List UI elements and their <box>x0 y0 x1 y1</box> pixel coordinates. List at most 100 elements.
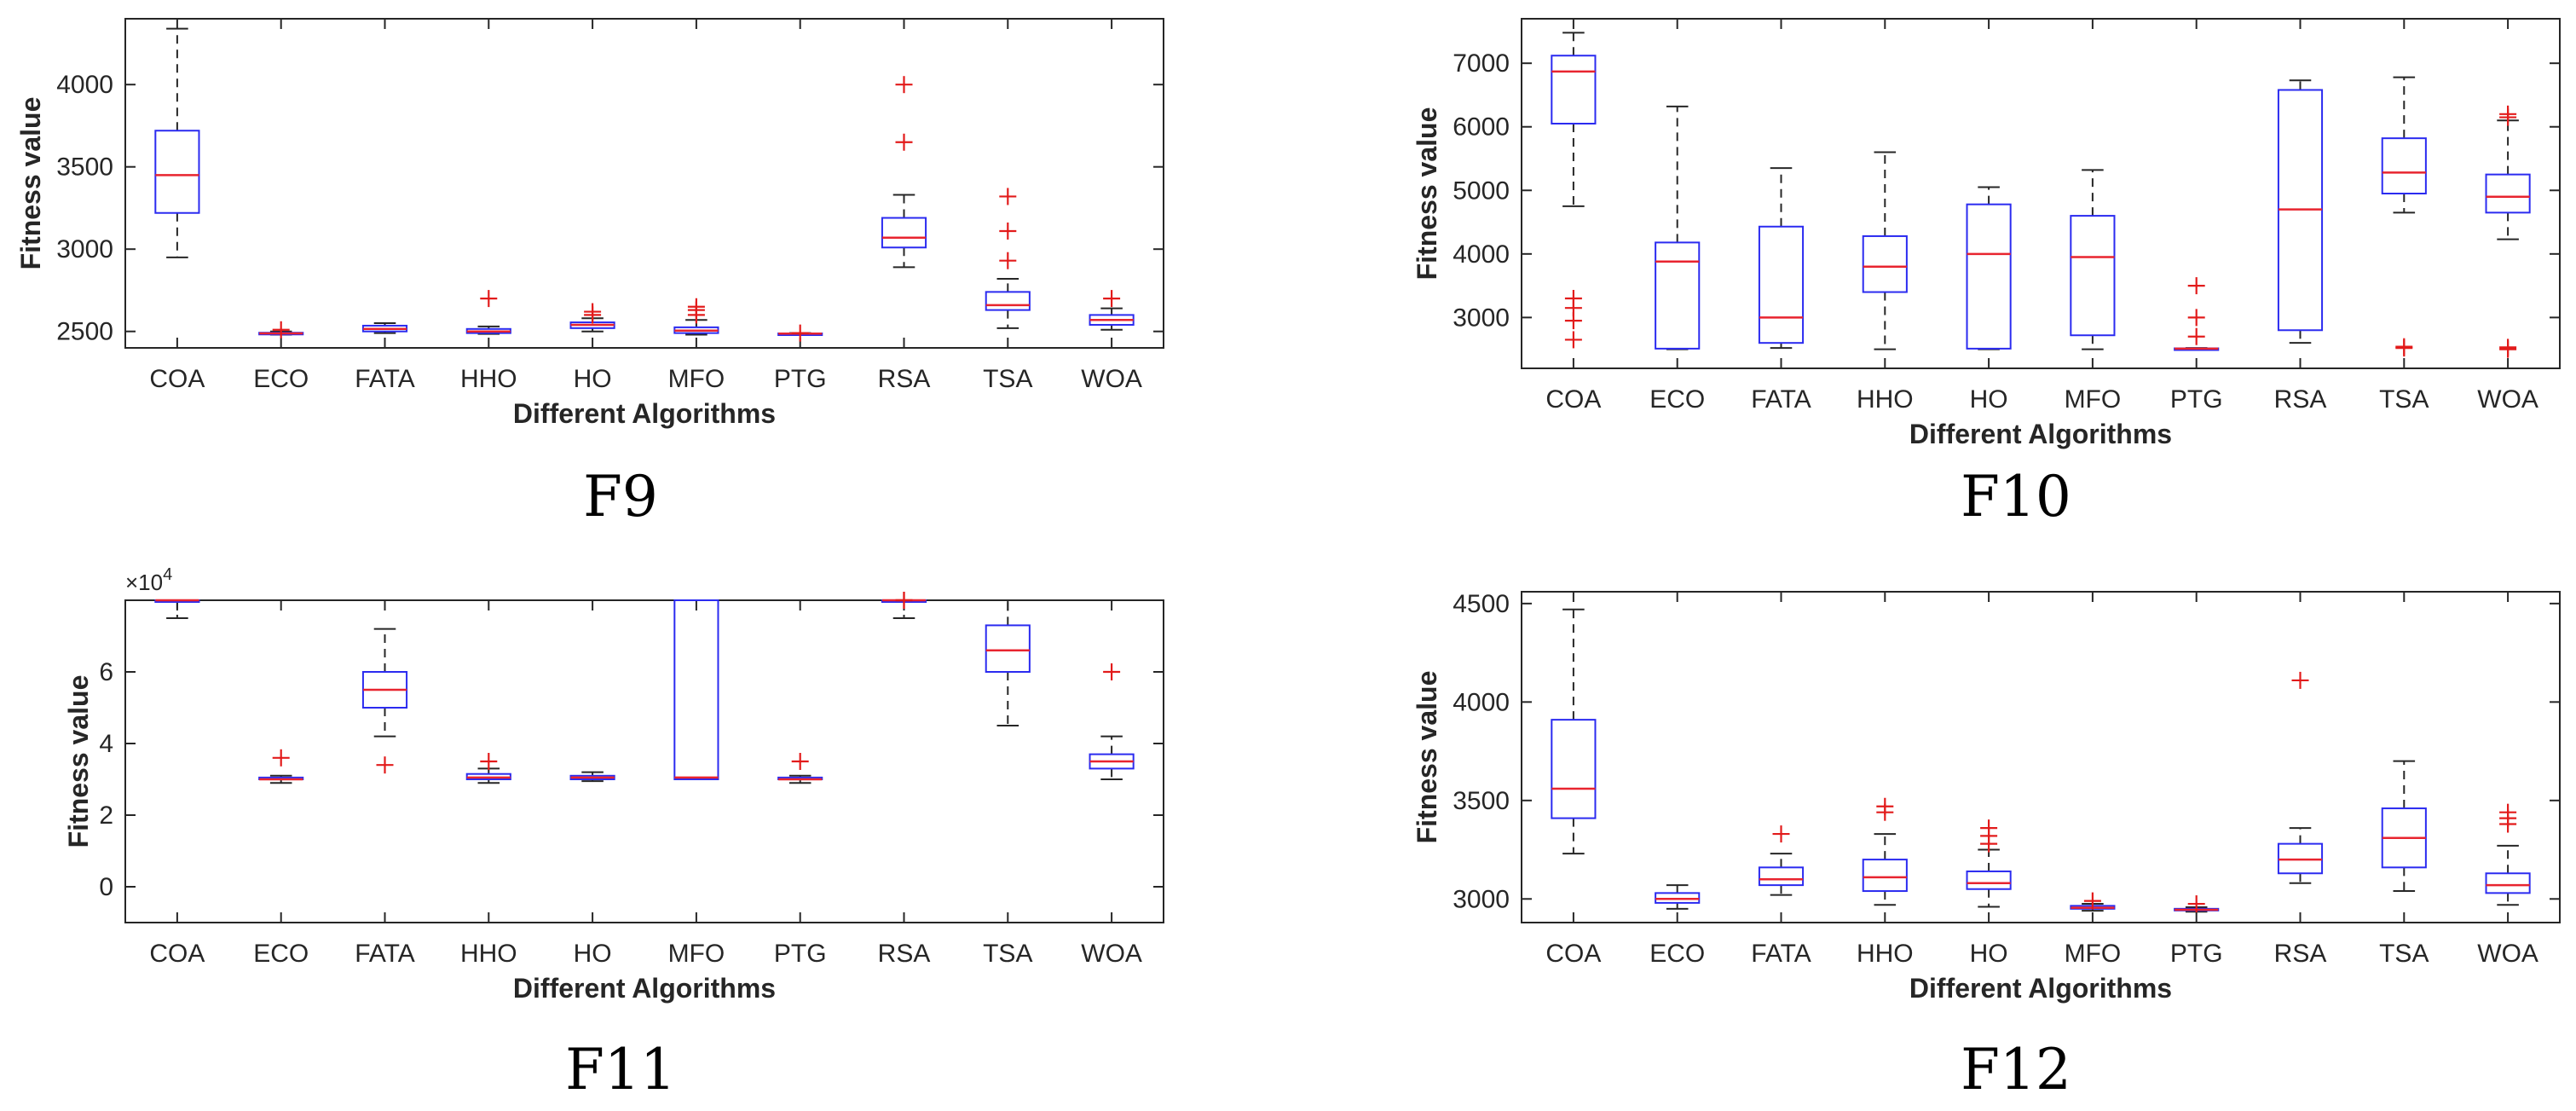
box-coa <box>154 599 200 619</box>
chart-panel-f10: 3000 4000 5000 6000 7000 COA ECO FATA HHO HO MFO PT… <box>1412 18 2561 449</box>
iqr-box <box>2485 173 2531 214</box>
iqr-box <box>1966 870 2012 890</box>
outlier-marker <box>999 188 1017 205</box>
box-tsa <box>2381 76 2427 357</box>
outlier-marker <box>999 252 1017 269</box>
x-tick-label-hho: HHO <box>1857 940 1914 968</box>
y-axis-label: Fitness value <box>63 675 94 848</box>
x-tick-label-woa: WOA <box>1081 365 1142 393</box>
x-tick-label-hho: HHO <box>1857 385 1914 414</box>
iqr-box <box>1758 225 1805 344</box>
iqr-box <box>1655 241 1701 350</box>
outlier-marker <box>272 321 290 339</box>
panel-title: F11 <box>565 1037 676 1102</box>
y-axis-label: Fitness value <box>1412 671 1442 844</box>
y-tick-label: 2500 <box>56 318 113 346</box>
x-axis-label: Different Algorithms <box>1909 419 2172 449</box>
box-woa <box>2485 105 2531 358</box>
x-tick-label-rsa: RSA <box>2274 385 2327 414</box>
outlier-marker <box>480 753 498 770</box>
box-hho <box>1862 151 1908 350</box>
panel-title: F9 <box>583 464 658 529</box>
outlier-marker <box>1564 331 1582 349</box>
box-ho <box>1966 186 2012 350</box>
box-eco <box>1655 884 1701 910</box>
box-rsa <box>881 592 927 619</box>
x-tick-label-ho: HO <box>574 365 612 393</box>
x-tick-label-eco: ECO <box>1649 385 1705 414</box>
iqr-box <box>1862 234 1908 293</box>
iqr-box <box>1862 859 1908 893</box>
box-eco <box>1655 105 1701 350</box>
x-tick-label-mfo: MFO <box>668 365 725 393</box>
outlier-marker <box>1564 290 1582 307</box>
box-mfo <box>673 298 719 336</box>
plot-frame <box>124 599 1164 923</box>
outlier-marker <box>895 76 913 94</box>
outlier-marker <box>2395 338 2413 356</box>
outlier-marker <box>2499 105 2517 123</box>
outlier-marker <box>2187 309 2205 327</box>
iqr-box <box>2070 215 2116 337</box>
chart-panel-f9: 2500 3000 3500 4000 COA ECO FATA HHO HO MFO PTG RSA… <box>15 18 1164 429</box>
y-tick-label: 4000 <box>1453 688 1510 716</box>
y-axis-exponent-label: ×104 <box>125 565 172 595</box>
x-tick-label-mfo: MFO <box>668 940 725 968</box>
y-tick-label: 3500 <box>56 153 113 182</box>
iqr-box <box>1758 866 1805 887</box>
x-tick-label-hho: HHO <box>460 365 517 393</box>
outlier-marker <box>272 749 290 767</box>
box-eco <box>258 749 304 784</box>
outlier-marker <box>2187 895 2205 913</box>
outlier-marker <box>895 592 913 609</box>
box-tsa <box>985 188 1031 329</box>
iqr-box <box>154 130 200 214</box>
plot-frame <box>124 18 1164 349</box>
x-tick-label-fata: FATA <box>355 365 415 393</box>
x-tick-label-ho: HO <box>1970 940 2008 968</box>
box-woa <box>2485 803 2531 906</box>
box-tsa <box>985 599 1031 726</box>
iqr-box <box>881 217 927 249</box>
box-hho <box>465 753 511 784</box>
box-ho <box>1966 819 2012 908</box>
box-fata <box>1758 825 1805 896</box>
box-mfo <box>2070 169 2116 350</box>
x-tick-label-coa: COA <box>149 365 205 393</box>
box-coa <box>1551 608 1597 855</box>
x-tick-label-fata: FATA <box>1751 385 1811 414</box>
y-tick-label: 4 <box>99 730 113 758</box>
x-tick-label-woa: WOA <box>2477 385 2538 414</box>
x-tick-label-ho: HO <box>1970 385 2008 414</box>
x-tick-label-coa: COA <box>1545 385 1601 414</box>
x-tick-label-eco: ECO <box>253 365 309 393</box>
plot-frame <box>1521 18 2561 369</box>
y-tick-label: 3000 <box>56 235 113 263</box>
box-eco <box>258 321 304 339</box>
box-woa <box>1089 290 1135 331</box>
y-tick-label: 6000 <box>1453 113 1510 142</box>
iqr-box <box>1551 55 1597 124</box>
plot-frame <box>1521 591 2561 923</box>
x-tick-label-rsa: RSA <box>878 940 931 968</box>
outlier-marker <box>999 222 1017 240</box>
x-tick-label-hho: HHO <box>460 940 517 968</box>
box-ptg <box>2174 277 2220 351</box>
outlier-marker <box>2187 277 2205 295</box>
y-tick-label: 2 <box>99 801 113 830</box>
box-rsa <box>2277 79 2324 344</box>
outlier-marker <box>584 303 602 321</box>
x-tick-label-tsa: TSA <box>2379 385 2429 414</box>
outlier-marker <box>376 756 394 774</box>
y-tick-label: 4000 <box>1453 240 1510 269</box>
outlier-marker <box>1876 797 1894 815</box>
box-ptg <box>777 753 823 784</box>
x-tick-label-fata: FATA <box>355 940 415 968</box>
x-tick-label-rsa: RSA <box>2274 940 2327 968</box>
x-tick-label-woa: WOA <box>2477 940 2538 968</box>
iqr-box <box>985 624 1031 674</box>
outlier-marker <box>1103 663 1121 680</box>
box-ho <box>569 303 615 333</box>
x-tick-label-ptg: PTG <box>2170 940 2223 968</box>
x-tick-label-ptg: PTG <box>2170 385 2223 414</box>
